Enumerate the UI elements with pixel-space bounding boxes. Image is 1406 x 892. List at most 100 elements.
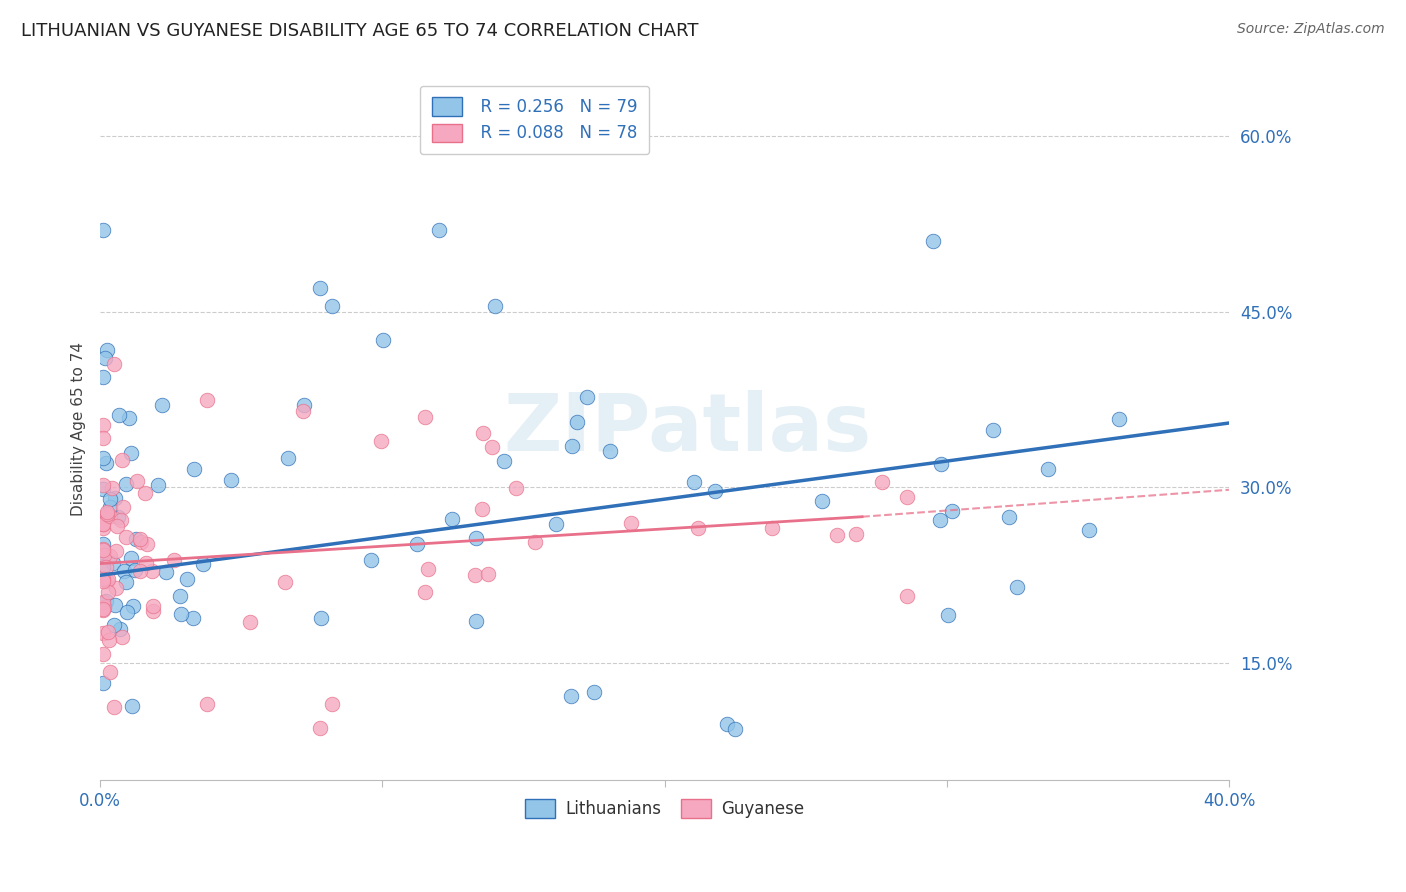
Point (107, 510, 129, 524)
Point (465, 531, 488, 545)
Point (239, 615, 262, 630)
Point (484, 299, 506, 313)
Point (91, 483, 114, 497)
Point (1108, 411, 1130, 425)
Point (560, 689, 582, 703)
Point (98, 632, 121, 647)
Point (370, 434, 392, 449)
Point (91, 601, 114, 615)
Point (936, 607, 959, 622)
Point (91, 595, 114, 609)
Point (321, 299, 343, 313)
Point (129, 564, 152, 578)
Point (125, 532, 148, 546)
Point (277, 451, 299, 466)
Point (115, 605, 138, 619)
Point (98, 491, 121, 506)
Point (724, 722, 747, 736)
Point (91, 478, 114, 492)
Point (465, 614, 488, 628)
Point (481, 440, 503, 454)
Point (122, 599, 145, 613)
Point (477, 567, 499, 582)
Point (981, 423, 1004, 437)
Point (125, 474, 148, 488)
Point (292, 404, 315, 418)
Point (114, 477, 136, 491)
Point (91, 560, 114, 574)
Point (91, 521, 114, 535)
Point (97, 572, 120, 586)
Point (440, 512, 463, 526)
Point (761, 521, 783, 535)
Point (463, 567, 485, 582)
Point (1007, 580, 1029, 594)
Point (91, 537, 114, 551)
Point (104, 491, 127, 506)
Point (845, 527, 868, 541)
Point (309, 610, 332, 624)
Point (896, 589, 918, 603)
Point (135, 557, 157, 571)
Point (811, 494, 834, 508)
Point (108, 408, 131, 422)
Point (100, 481, 122, 495)
Point (219, 473, 242, 487)
Point (505, 482, 527, 496)
Point (274, 574, 297, 589)
Point (427, 223, 450, 237)
Y-axis label: Disability Age 65 to 74: Disability Age 65 to 74 (72, 342, 86, 516)
Point (371, 333, 394, 347)
Point (93, 541, 115, 556)
Point (1078, 523, 1101, 537)
Point (418, 562, 440, 576)
Text: Source: ZipAtlas.com: Source: ZipAtlas.com (1237, 22, 1385, 37)
Point (825, 528, 848, 542)
Point (118, 411, 141, 425)
Point (169, 590, 191, 604)
Point (704, 484, 727, 499)
Point (565, 415, 588, 429)
Point (104, 544, 127, 558)
Point (105, 519, 128, 533)
Point (142, 599, 165, 614)
Point (91, 626, 114, 640)
Point (929, 457, 952, 471)
Point (544, 517, 567, 532)
Point (91, 676, 114, 690)
Point (415, 584, 437, 599)
Point (142, 604, 165, 618)
Point (91, 516, 114, 531)
Point (716, 717, 738, 731)
Text: LITHUANIAN VS GUYANESE DISABILITY AGE 65 TO 74 CORRELATION CHART: LITHUANIAN VS GUYANESE DISABILITY AGE 65… (21, 22, 699, 40)
Point (96, 343, 118, 357)
Point (91, 574, 114, 589)
Point (91, 542, 114, 557)
Point (110, 623, 132, 637)
Point (494, 454, 516, 468)
Point (93, 548, 115, 562)
Point (921, 235, 943, 249)
Point (101, 556, 124, 570)
Point (96, 594, 118, 608)
Point (620, 516, 643, 530)
Point (103, 617, 125, 632)
Point (121, 551, 143, 566)
Point (91, 603, 114, 617)
Point (575, 390, 598, 404)
Point (97, 624, 120, 639)
Point (309, 281, 332, 295)
Point (134, 486, 156, 500)
Point (110, 514, 132, 528)
Point (471, 502, 494, 516)
Point (471, 425, 494, 440)
Point (292, 398, 315, 412)
Point (91, 418, 114, 433)
Point (104, 598, 127, 612)
Text: ZIPatlas: ZIPatlas (503, 390, 872, 468)
Point (124, 562, 146, 576)
Point (195, 697, 218, 711)
Point (94, 456, 117, 470)
Point (309, 721, 332, 735)
Point (91, 511, 114, 525)
